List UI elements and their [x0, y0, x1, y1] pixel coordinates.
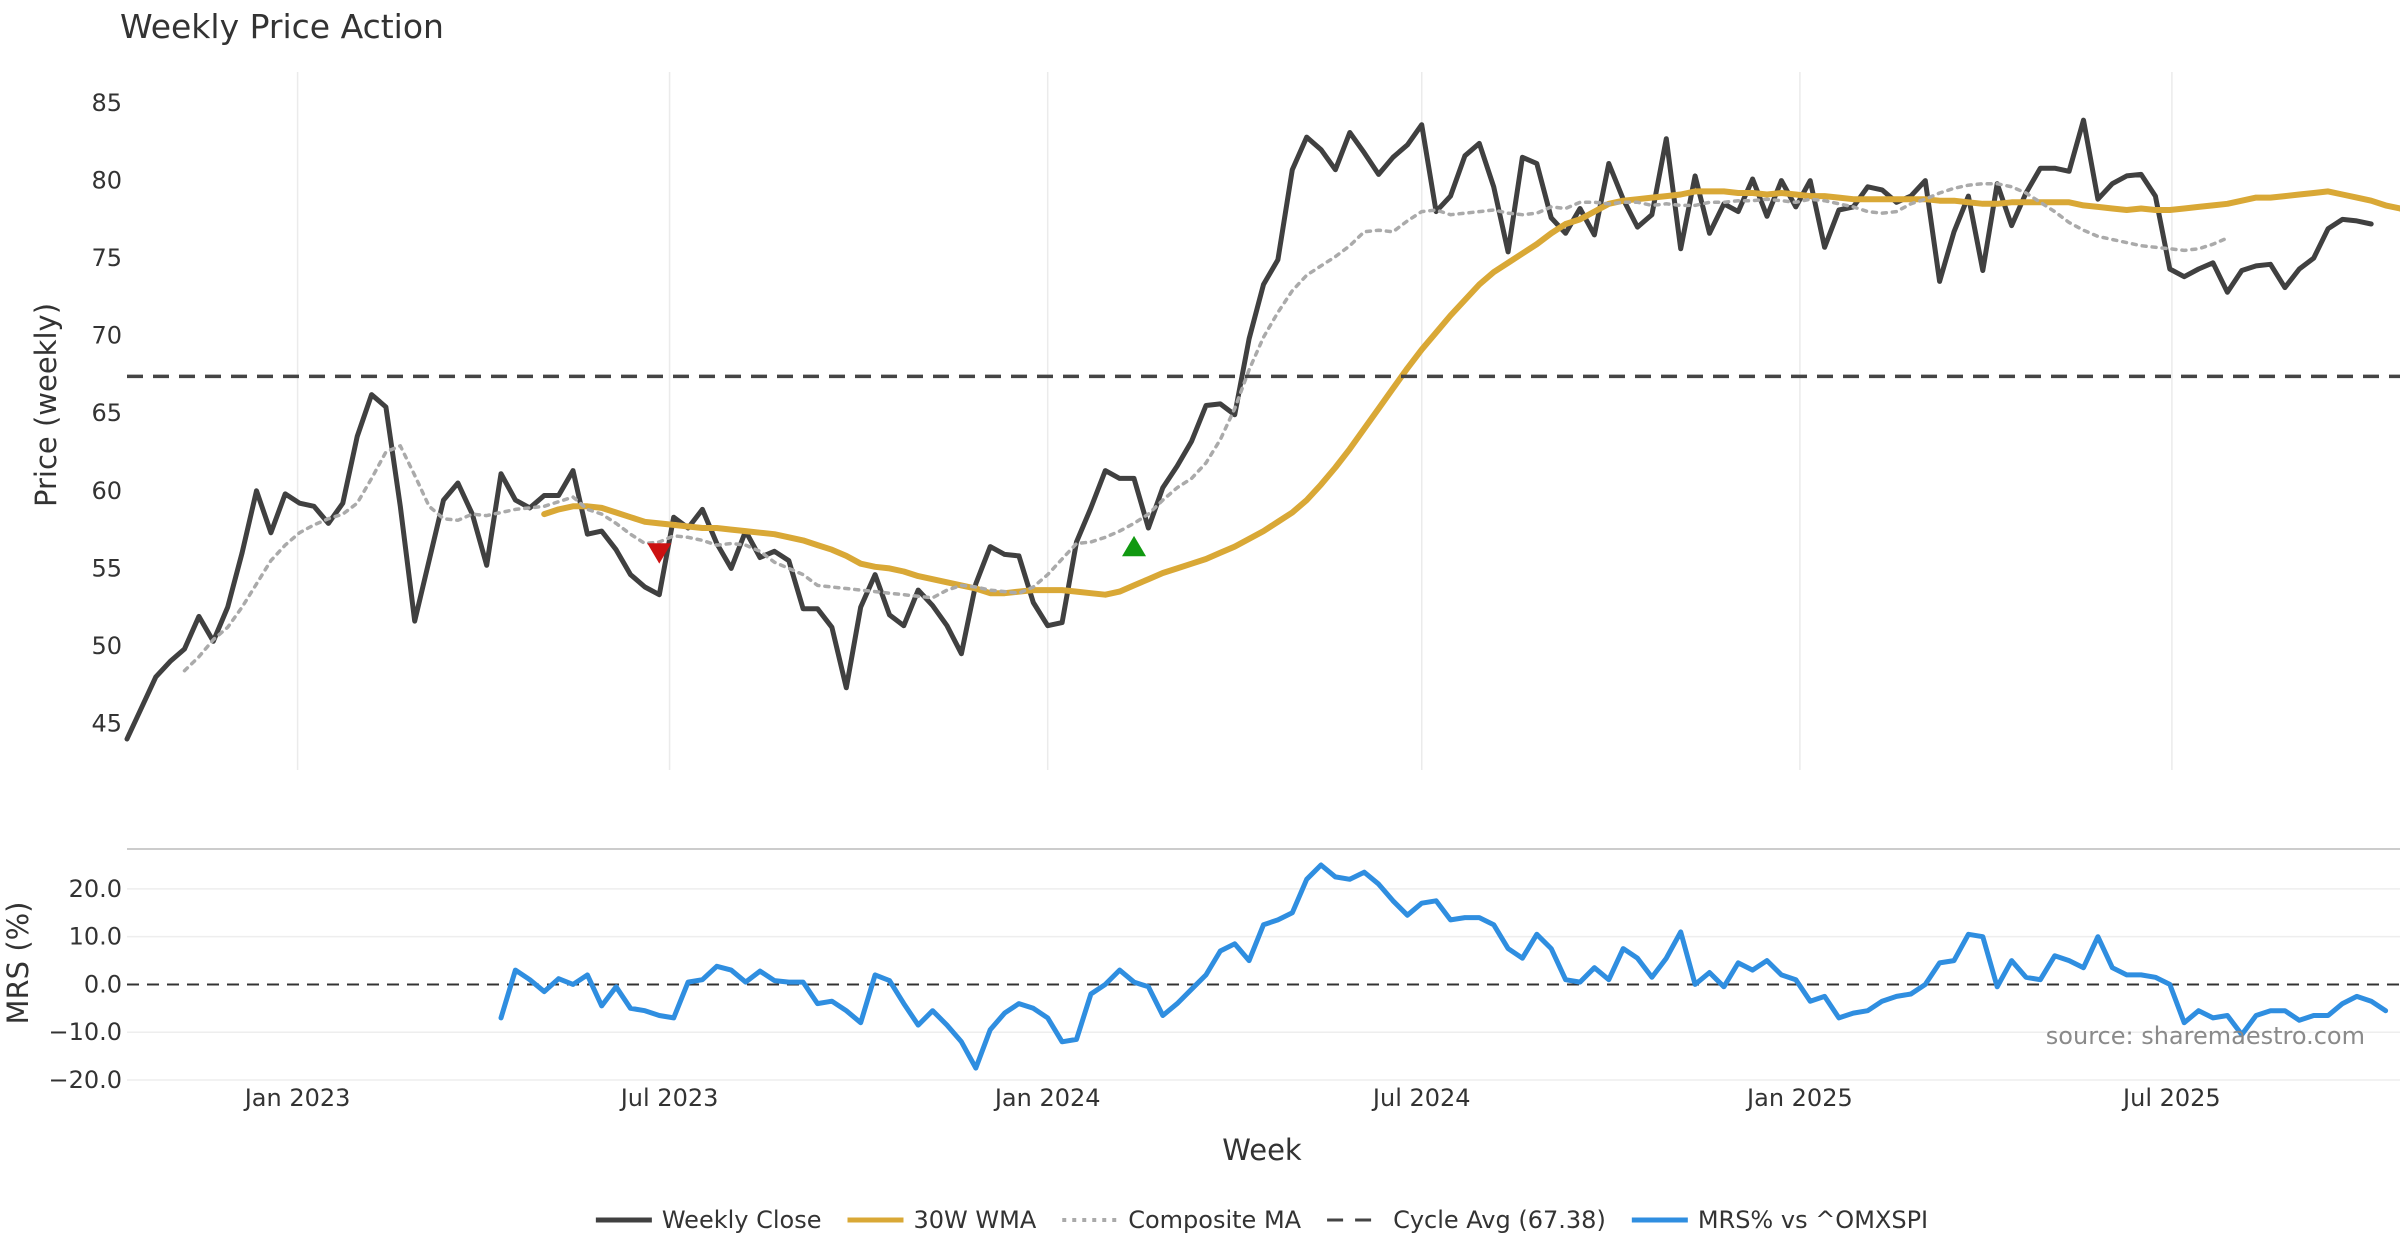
price-y-tick-label: 85: [91, 89, 122, 117]
mrs-y-tick-label: −10.0: [48, 1018, 122, 1046]
legend-item-cycle-avg-67-38: Cycle Avg (67.38): [1327, 1206, 1606, 1234]
price-y-tick-label: 45: [91, 709, 122, 737]
mrs-y-axis-label: MRS (%): [1, 902, 35, 1025]
legend-label: Weekly Close: [662, 1206, 822, 1234]
x-tick-label: Jul 2024: [1371, 1084, 1471, 1112]
price-y-tick-label: 65: [91, 399, 122, 427]
series-composite-ma: [182, 181, 2230, 673]
price-grid: [296, 72, 2173, 770]
price-y-tick-label: 50: [91, 632, 122, 660]
source-annotation: source: sharemaestro.com: [2046, 1022, 2365, 1050]
mrs-series: [498, 862, 2389, 1071]
price-series: [124, 117, 2400, 742]
mrs-y-tick-label: 0.0: [84, 970, 122, 998]
price-y-tick-label: 80: [91, 167, 122, 195]
legend-label: Composite MA: [1128, 1206, 1301, 1234]
chart-title: Weekly Price Action: [120, 7, 444, 46]
legend-label: Cycle Avg (67.38): [1393, 1206, 1606, 1234]
legend-item-mrs-vs-omxspi: MRS% vs ^OMXSPI: [1631, 1206, 1928, 1234]
price-y-tick-label: 75: [91, 244, 122, 272]
legend-item-weekly-close: Weekly Close: [595, 1206, 822, 1234]
mrs-y-tick-label: 10.0: [69, 923, 122, 951]
legend-item-30w-wma: 30W WMA: [847, 1206, 1037, 1234]
mrs-y-tick-label: 20.0: [69, 875, 122, 903]
x-tick-label: Jan 2023: [243, 1084, 351, 1112]
mrs-y-tick-label: −20.0: [48, 1066, 122, 1094]
legend-label: 30W WMA: [913, 1206, 1036, 1234]
sell-signal-marker: [647, 543, 672, 564]
x-tick-label: Jan 2024: [993, 1084, 1101, 1112]
series-30w-wma: [541, 188, 2400, 598]
legend: Weekly Close 30W WMA Composite MA Cycle Avg…: [595, 1206, 1928, 1234]
x-axis-label: Week: [1222, 1133, 1302, 1167]
x-tick-label: Jul 2023: [619, 1084, 719, 1112]
price-y-tick-label: 55: [91, 554, 122, 582]
price-y-tick-label: 70: [91, 322, 122, 350]
price-y-axis: 45 50 55 60 65 70 75 80 85: [91, 89, 122, 737]
legend-label: MRS% vs ^OMXSPI: [1698, 1206, 1928, 1234]
x-axis: Jan 2023 Jul 2023 Jan 2024 Jul 2024 Jan 2025…: [243, 1084, 2221, 1112]
mrs-grid: [127, 888, 2400, 1081]
price-y-axis-label: Price (weekly): [29, 303, 63, 507]
x-tick-label: Jul 2025: [2121, 1084, 2221, 1112]
buy-signal-marker: [1122, 535, 1147, 557]
x-tick-label: Jan 2025: [1745, 1084, 1853, 1112]
price-markers: [647, 535, 1147, 564]
price-y-tick-label: 60: [91, 477, 122, 505]
mrs-y-axis: −20.0 −10.0 0.0 10.0 20.0: [48, 875, 122, 1094]
legend-item-composite-ma: Composite MA: [1062, 1206, 1302, 1234]
series-mrs-vs-omxspi: [498, 862, 2389, 1071]
